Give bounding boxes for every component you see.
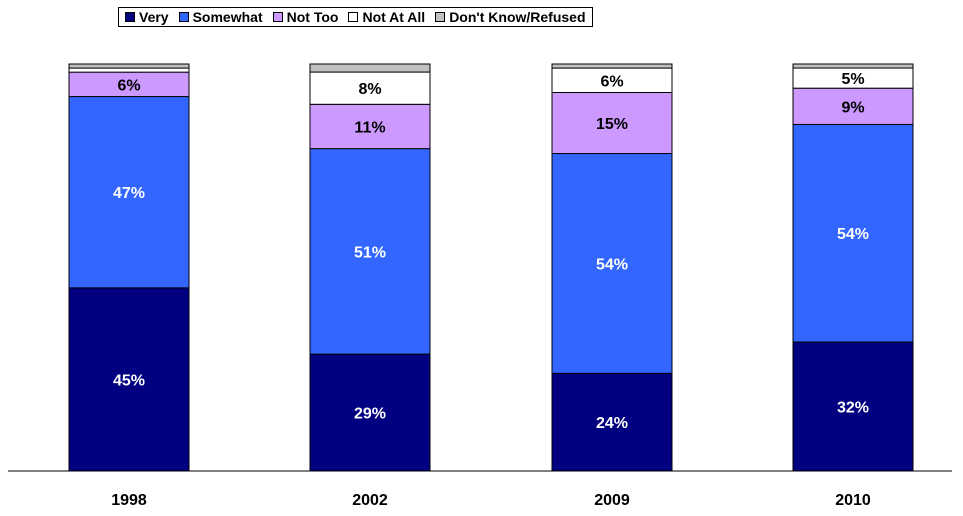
legend-swatch-4	[435, 12, 446, 22]
bar-segment-2010-2	[792, 87, 914, 125]
legend-swatch-2	[272, 12, 283, 22]
legend-swatch-0	[125, 12, 135, 22]
data-label-2009-2: 15%	[596, 116, 628, 133]
bar-segment-2002-3	[309, 71, 431, 105]
chart-legend: Very Somewhat Not Too Not At All Don't Know/…	[118, 7, 593, 27]
x-tick-label-1998: 1998	[111, 492, 147, 509]
data-label-2010-0: 32%	[837, 400, 869, 417]
legend-item-0: Very	[125, 9, 169, 25]
x-tick-label-2010: 2010	[835, 492, 871, 509]
legend-item-1: Somewhat	[178, 9, 263, 25]
data-label-2002-2: 11%	[354, 119, 385, 136]
bar-segment-2009-3	[551, 67, 673, 93]
legend-label-1: Somewhat	[192, 9, 263, 25]
bar-segment-1998-4	[68, 63, 190, 69]
data-label-1998-1: 47%	[113, 185, 145, 202]
bar-segment-2010-0	[792, 341, 914, 472]
legend-item-4: Don't Know/Refused	[435, 9, 586, 25]
x-tick-label-2002: 2002	[352, 492, 388, 509]
bar-segment-1998-1	[68, 96, 190, 289]
legend-label-2: Not Too	[286, 9, 339, 25]
legend-item-3: Not At All	[348, 9, 425, 25]
x-tick-label-2009: 2009	[594, 492, 630, 509]
data-label-2002-1: 51%	[354, 244, 386, 261]
bar-segment-2002-0	[309, 353, 431, 472]
bar-segment-2002-1	[309, 148, 431, 355]
bar-segment-2009-0	[551, 372, 673, 472]
bar-segment-1998-0	[68, 287, 190, 472]
legend-item-2: Not Too	[272, 9, 339, 25]
legend-swatch-1	[178, 12, 189, 22]
bar-segment-2010-1	[792, 123, 914, 343]
data-label-2010-1: 54%	[837, 226, 869, 243]
data-label-2009-0: 24%	[596, 415, 628, 432]
data-label-2009-3: 6%	[600, 73, 623, 90]
bar-segment-2009-4	[551, 63, 673, 69]
bar-segment-1998-2	[68, 71, 190, 98]
data-label-2002-3: 8%	[358, 81, 381, 98]
data-label-1998-2: 6%	[117, 77, 140, 94]
legend-label-3: Not At All	[362, 9, 426, 25]
legend-label-0: Very	[139, 9, 169, 25]
data-label-2010-3: 5%	[841, 71, 864, 88]
data-label-2010-2: 9%	[841, 99, 864, 116]
legend-swatch-3	[348, 12, 359, 22]
bar-segment-1998-3	[68, 67, 190, 73]
data-label-2009-1: 54%	[596, 256, 628, 273]
data-label-2002-0: 29%	[354, 406, 386, 423]
legend-label-4: Don't Know/Refused	[449, 9, 586, 25]
bar-segment-2009-1	[551, 153, 673, 374]
bar-segment-2009-2	[551, 91, 673, 155]
bar-segment-2002-4	[309, 63, 431, 73]
bar-segment-2010-4	[792, 63, 914, 69]
bar-segment-2002-2	[309, 103, 431, 150]
data-label-1998-0: 45%	[113, 372, 145, 389]
